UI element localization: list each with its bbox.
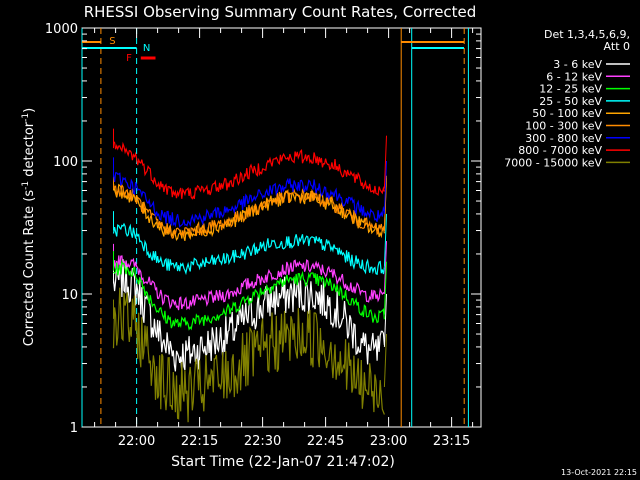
- series-line-4: [112, 183, 385, 242]
- series-end-spike-1: [383, 241, 387, 295]
- y-axis-label: Corrected Count Rate (s-1 detector-1): [21, 108, 37, 346]
- series-line-3: [112, 222, 385, 276]
- series-line-6: [112, 172, 385, 228]
- y-tick-label: 100: [53, 155, 78, 170]
- footer-timestamp: 13-Oct-2021 22:15: [561, 468, 637, 477]
- x-tick-label: 22:15: [181, 434, 218, 449]
- y-tick-label: 10: [61, 288, 78, 303]
- legend-label-0: 3 - 6 keV: [553, 58, 602, 71]
- series-end-spike-0: [383, 293, 387, 347]
- series-end-spike-5: [383, 175, 387, 229]
- annotation-markers: S NF: [81, 28, 469, 427]
- legend-label-7: 800 - 7000 keV: [518, 144, 602, 157]
- y-tick-label: 1000: [45, 22, 78, 37]
- legend-label-2: 12 - 25 keV: [539, 83, 602, 96]
- legend-label-4: 50 - 100 keV: [532, 107, 602, 120]
- legend-label-6: 300 - 800 keV: [525, 132, 602, 145]
- x-tick-label: 22:45: [307, 434, 344, 449]
- x-tick-label: 22:30: [244, 434, 281, 449]
- series-end-spike-8: [383, 334, 387, 387]
- x-axis-label: Start Time (22-Jan-07 21:47:02): [171, 454, 395, 470]
- series-line-8: [112, 287, 385, 423]
- series-end-spike-3: [383, 213, 387, 267]
- legend-title-line1: Det 1,3,4,5,6,9,: [544, 28, 630, 41]
- legend-label-8: 7000 - 15000 keV: [504, 156, 602, 169]
- annotation-label-S: S: [109, 36, 115, 47]
- axis-ticks: 1 10 100 1000 22:00 22:15 22:30 22:45 23:00 23:15: [45, 22, 481, 449]
- series-line-1: [112, 255, 385, 311]
- series-end-spike-2: [383, 261, 387, 315]
- x-tick-label: 22:00: [118, 434, 155, 449]
- series-line-7: [113, 141, 385, 200]
- annotation-label-F: F: [126, 53, 132, 64]
- data-series: [112, 128, 387, 423]
- chart-title: RHESSI Observing Summary Count Rates, Co…: [84, 3, 477, 21]
- legend-label-3: 25 - 50 keV: [539, 95, 602, 108]
- legend-title-line2: Att 0: [604, 40, 630, 53]
- annotation-label-N: N: [143, 43, 150, 54]
- x-tick-label: 23:00: [370, 434, 407, 449]
- series-line-2: [113, 259, 385, 331]
- legend-label-5: 100 - 300 keV: [525, 120, 602, 133]
- y-tick-label: 1: [70, 421, 78, 436]
- series-line-5: [113, 183, 385, 239]
- series-end-spike-7: [383, 135, 387, 189]
- series-line-0: [112, 259, 385, 372]
- series-end-spike-6: [383, 160, 387, 214]
- x-tick-label: 23:15: [433, 434, 470, 449]
- legend-label-1: 6 - 12 keV: [546, 70, 602, 83]
